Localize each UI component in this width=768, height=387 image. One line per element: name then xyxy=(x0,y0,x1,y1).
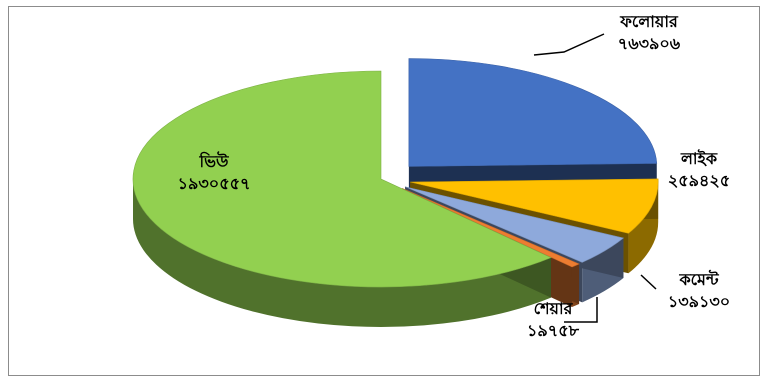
slice-0 xyxy=(408,58,658,167)
slice-side-4 xyxy=(133,179,551,327)
slice-1 xyxy=(410,178,659,234)
chart-area: ফলোয়ার ৭৬৩৯০৬ লাইক ২৫৯৪২৫ কমেন্ট ১৩৯১৩০ শেয়া… xyxy=(8,6,760,376)
slice-name-label-0: ফলোয়ার xyxy=(619,12,679,31)
slice-value-label-2: ১৩৯১৩০ xyxy=(668,292,730,311)
slice-side-1 xyxy=(628,182,659,274)
slice-value-label-3: ১৯৭৫৮ xyxy=(527,321,580,340)
slice-name-label-4: ভিউ xyxy=(199,151,229,171)
slice-name-label-2: কমেন্ট xyxy=(678,269,720,289)
pie-chart: ফলোয়ার ৭৬৩৯০৬ লাইক ২৫৯৪২৫ কমেন্ট ১৩৯১৩০ শেয়া… xyxy=(132,12,730,340)
slice-name-label-1: লাইক xyxy=(680,149,718,168)
slice-value-label-4: ১৯৩০৫৫৭ xyxy=(178,174,251,193)
leader-line-0 xyxy=(533,33,605,56)
pie-tops xyxy=(132,58,659,288)
slice-2 xyxy=(405,186,625,263)
slice-3 xyxy=(401,188,580,268)
slice-4 xyxy=(132,70,552,288)
slice-value-label-1: ২৫৯৪২৫ xyxy=(668,171,730,190)
leader-line-3 xyxy=(564,297,598,323)
slice-value-label-0: ৭৬৩৯০৬ xyxy=(618,34,681,53)
slice-name-label-3: শেয়ার xyxy=(534,299,574,318)
leader-line-2 xyxy=(640,274,657,290)
